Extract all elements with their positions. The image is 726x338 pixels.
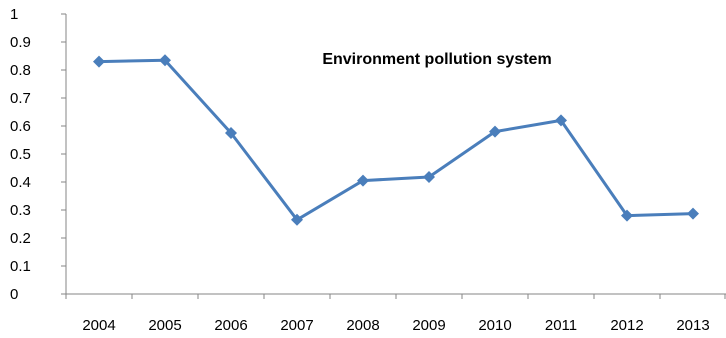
data-point <box>423 170 435 183</box>
x-tick-label: 2005 <box>148 317 181 334</box>
data-point <box>555 114 567 127</box>
data-point <box>159 54 171 67</box>
y-tick-label: 0.4 <box>10 174 31 191</box>
series-group <box>93 54 699 226</box>
x-tick-label: 2013 <box>676 317 709 334</box>
x-axis: 2004 2005 2006 2007 2008 2009 2010 2011 2012 2013 <box>65 293 726 334</box>
data-point <box>357 174 369 187</box>
y-tick-label: 0.7 <box>10 90 31 107</box>
data-point <box>489 125 501 138</box>
data-point <box>225 127 237 139</box>
x-tick-label: 2004 <box>82 317 115 334</box>
chart-title: Environment pollution system <box>322 51 551 68</box>
data-point <box>621 209 633 222</box>
x-tick-label: 2008 <box>346 317 379 334</box>
x-tick-label: 2010 <box>478 317 511 334</box>
data-point <box>93 55 105 68</box>
x-tick-label: 2011 <box>545 317 577 334</box>
x-tick-label: 2007 <box>280 317 313 334</box>
y-tick-label: 0 <box>10 286 18 303</box>
y-tick-label: 0.3 <box>10 202 31 219</box>
y-axis: 0 0.1 0.2 0.3 0.4 0.5 0.6 0.7 0.8 0.9 1 <box>10 6 67 303</box>
y-tick-label: 0.6 <box>10 118 31 135</box>
y-tick-label: 0.9 <box>10 34 31 51</box>
x-tick-label: 2009 <box>412 317 445 334</box>
data-point <box>291 213 303 226</box>
x-tick-label: 2012 <box>610 317 643 334</box>
y-tick-label: 0.5 <box>10 146 31 163</box>
y-tick-label: 1 <box>10 6 18 23</box>
series-line <box>98 58 694 222</box>
data-point <box>687 207 699 220</box>
y-tick-label: 0.2 <box>10 230 31 247</box>
x-tick-label: 2006 <box>214 317 247 334</box>
y-tick-label: 0.1 <box>10 258 31 275</box>
y-tick-label: 0.8 <box>10 62 31 79</box>
